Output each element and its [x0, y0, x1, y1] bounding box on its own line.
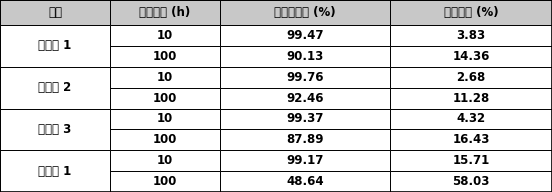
- Bar: [220, 25, 390, 46]
- Bar: [0, 150, 110, 192]
- Bar: [110, 88, 220, 108]
- Bar: [390, 67, 552, 88]
- Bar: [110, 150, 220, 171]
- Text: 项目: 项目: [48, 6, 62, 19]
- Text: 实施例 3: 实施例 3: [39, 123, 72, 136]
- Text: 99.47: 99.47: [286, 29, 324, 42]
- Text: 4.32: 4.32: [457, 113, 486, 125]
- Text: 汞损失率 (%): 汞损失率 (%): [444, 6, 498, 19]
- Bar: [390, 0, 552, 25]
- Bar: [0, 0, 110, 25]
- Text: 10: 10: [157, 113, 173, 125]
- Text: 乙炔转化率 (%): 乙炔转化率 (%): [274, 6, 336, 19]
- Bar: [220, 108, 390, 129]
- Text: 2.68: 2.68: [457, 71, 486, 84]
- Bar: [390, 46, 552, 67]
- Text: 100: 100: [153, 92, 177, 105]
- Text: 100: 100: [153, 50, 177, 63]
- Text: 99.37: 99.37: [286, 113, 323, 125]
- Text: 10: 10: [157, 29, 173, 42]
- Text: 实施例 1: 实施例 1: [39, 39, 72, 52]
- Bar: [110, 67, 220, 88]
- Bar: [220, 67, 390, 88]
- Bar: [110, 108, 220, 129]
- Bar: [220, 88, 390, 108]
- Bar: [220, 171, 390, 192]
- Bar: [220, 46, 390, 67]
- Bar: [390, 88, 552, 108]
- Bar: [110, 0, 220, 25]
- Bar: [220, 0, 390, 25]
- Text: 48.64: 48.64: [286, 175, 324, 188]
- Text: 10: 10: [157, 71, 173, 84]
- Bar: [110, 25, 220, 46]
- Bar: [0, 67, 110, 108]
- Bar: [110, 171, 220, 192]
- Bar: [220, 150, 390, 171]
- Text: 实施例 2: 实施例 2: [39, 81, 72, 94]
- Text: 90.13: 90.13: [286, 50, 323, 63]
- Text: 58.03: 58.03: [452, 175, 490, 188]
- Text: 99.76: 99.76: [286, 71, 324, 84]
- Text: 100: 100: [153, 133, 177, 146]
- Bar: [390, 150, 552, 171]
- Text: 99.17: 99.17: [286, 154, 323, 167]
- Bar: [110, 129, 220, 150]
- Bar: [110, 46, 220, 67]
- Bar: [220, 129, 390, 150]
- Text: 92.46: 92.46: [286, 92, 324, 105]
- Text: 3.83: 3.83: [457, 29, 486, 42]
- Text: 11.28: 11.28: [453, 92, 490, 105]
- Text: 15.71: 15.71: [453, 154, 490, 167]
- Bar: [390, 108, 552, 129]
- Text: 16.43: 16.43: [452, 133, 490, 146]
- Bar: [390, 25, 552, 46]
- Text: 10: 10: [157, 154, 173, 167]
- Text: 对比例 1: 对比例 1: [39, 165, 72, 178]
- Text: 87.89: 87.89: [286, 133, 324, 146]
- Bar: [0, 25, 110, 67]
- Text: 100: 100: [153, 175, 177, 188]
- Text: 反应时间 (h): 反应时间 (h): [139, 6, 190, 19]
- Bar: [390, 129, 552, 150]
- Bar: [0, 108, 110, 150]
- Bar: [390, 171, 552, 192]
- Text: 14.36: 14.36: [452, 50, 490, 63]
